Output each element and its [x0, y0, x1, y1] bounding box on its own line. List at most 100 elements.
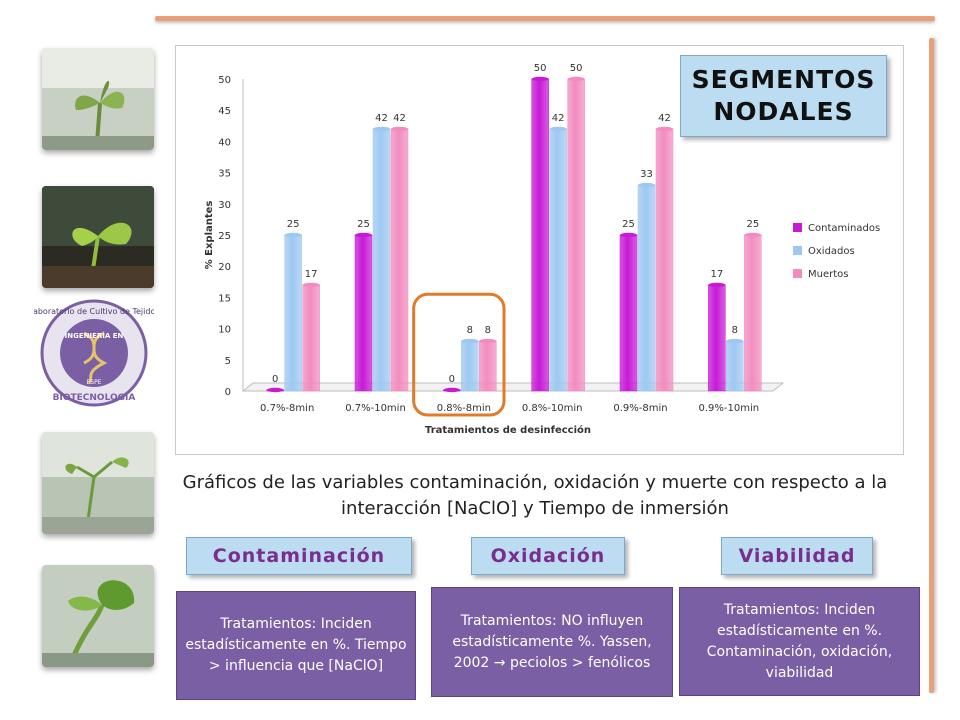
bar-oxidados	[372, 128, 391, 392]
header-oxidacion-label: Oxidación	[490, 545, 606, 567]
logo-small-text: ESPE	[86, 379, 101, 386]
note-oxidacion: Tratamientos: NO influyen estadísticamen…	[431, 587, 673, 697]
legend-label-contaminados: Contaminados	[808, 223, 880, 234]
bar-top-muertos	[302, 282, 320, 288]
legend-label-muertos: Muertos	[808, 269, 848, 280]
y-tick-label: 15	[218, 293, 231, 304]
bar-top-contaminados	[708, 282, 726, 288]
data-label: 8	[467, 325, 473, 336]
y-axis-label: % Explantes	[204, 201, 215, 270]
bar-muertos	[302, 284, 320, 392]
data-label: 17	[305, 269, 318, 280]
data-label: 8	[732, 325, 738, 336]
right-accent-line	[929, 38, 934, 693]
data-label: 50	[570, 63, 583, 74]
top-accent-line	[155, 16, 935, 21]
y-tick-label: 45	[218, 106, 231, 117]
data-label: 42	[552, 113, 565, 124]
bar-oxidados	[284, 234, 302, 392]
plant-photo-3	[42, 432, 154, 534]
bar-top-muertos	[567, 76, 585, 82]
legend-swatch-contaminados	[793, 223, 802, 232]
header-oxidacion: Oxidación	[471, 537, 625, 575]
y-tick-label: 50	[218, 75, 231, 86]
bar-top-oxidados	[373, 126, 390, 132]
bar-top-contaminados	[620, 232, 637, 238]
x-axis-label: Tratamientos de desinfección	[425, 424, 591, 436]
plant-photo-1	[42, 48, 154, 150]
chart-caption: Gráficos de las variables contaminación,…	[182, 472, 888, 519]
plant-photo-2	[42, 186, 154, 288]
bar-top-oxidados	[461, 338, 479, 344]
bar-muertos	[655, 128, 674, 392]
legend-swatch-muertos	[793, 269, 802, 278]
data-label: 33	[640, 169, 653, 180]
x-tick-label: 0.9%-8min	[613, 403, 667, 414]
bar-top-muertos	[391, 126, 408, 132]
bar-top-muertos	[479, 338, 497, 344]
data-label: 0	[272, 374, 278, 385]
legend-swatch-oxidados	[793, 246, 802, 255]
x-tick-label: 0.7%-8min	[260, 403, 314, 414]
header-viabilidad-label: Viabilidad	[738, 545, 856, 567]
bar-contaminados	[354, 234, 373, 392]
data-label: 25	[287, 219, 300, 230]
plant-photo-4	[42, 565, 154, 667]
x-tick-label: 0.8%-8min	[437, 403, 491, 414]
header-viabilidad: Viabilidad	[721, 537, 873, 575]
bar-contaminados	[531, 78, 549, 392]
data-label: 42	[658, 113, 671, 124]
bar-oxidados	[461, 340, 479, 392]
bar-top-oxidados	[549, 126, 567, 132]
header-contaminacion: Contaminación	[186, 537, 412, 575]
bar-chart: 0 5 10 15 20 25 30 35 40 45 50 % Explantes 0 25 17 0.7%…	[204, 63, 880, 436]
data-label: 0	[449, 374, 455, 385]
bar-top-oxidados	[638, 182, 655, 188]
header-contaminacion-label: Contaminación	[212, 545, 386, 567]
bar-oxidados	[549, 128, 567, 392]
logo-bottom-text: BIOTECNOLOGÍA	[53, 391, 136, 403]
bar-muertos	[390, 128, 409, 392]
bar-contaminados	[619, 234, 638, 392]
legend-label-oxidados: Oxidados	[808, 246, 855, 257]
bar-muertos	[479, 340, 497, 392]
data-label: 50	[534, 63, 547, 74]
y-tick-label: 40	[218, 137, 231, 148]
bar-top-contaminados	[443, 387, 461, 393]
y-tick-label: 30	[218, 200, 231, 211]
y-tick-label: 0	[225, 387, 231, 398]
y-tick-label: 25	[218, 231, 231, 242]
bar-top-muertos	[744, 232, 762, 238]
bar-top-contaminados	[355, 232, 372, 238]
bar-top-oxidados	[284, 232, 302, 238]
chart-floor	[241, 382, 785, 392]
title-badge-text: SEGMENTOS NODALES	[691, 65, 876, 126]
biotech-lab-logo: Laboratorio de Cultivo de Tejidos INGENI…	[28, 298, 160, 408]
y-tick-label: 5	[225, 356, 231, 367]
logo-middle-text: INGENIERÍA EN	[65, 331, 124, 340]
bar-muertos	[744, 234, 762, 392]
data-label: 17	[710, 269, 723, 280]
data-label: 42	[375, 113, 388, 124]
x-tick-label: 0.7%-10min	[345, 403, 406, 414]
data-label: 42	[393, 113, 406, 124]
bar-oxidados	[726, 340, 744, 392]
y-tick-label: 10	[218, 325, 231, 336]
bar-muertos	[567, 78, 585, 392]
note-viabilidad: Tratamientos: Inciden estadísticamente e…	[679, 587, 920, 696]
y-tick-label: 20	[218, 262, 231, 273]
bar-top-contaminados	[266, 387, 284, 393]
bar-oxidados	[637, 184, 656, 392]
x-tick-label: 0.9%-10min	[699, 403, 760, 414]
bar-top-contaminados	[531, 76, 549, 82]
bar-top-oxidados	[726, 338, 744, 344]
logo-top-text: Laboratorio de Cultivo de Tejidos	[34, 307, 154, 316]
bar-contaminados	[708, 284, 726, 392]
bar-top-muertos	[656, 126, 673, 132]
data-label: 25	[357, 219, 370, 230]
data-label: 8	[485, 325, 491, 336]
data-label: 25	[746, 219, 759, 230]
title-badge: SEGMENTOS NODALES	[680, 55, 887, 137]
y-tick-label: 35	[218, 169, 231, 180]
data-label: 25	[622, 219, 635, 230]
